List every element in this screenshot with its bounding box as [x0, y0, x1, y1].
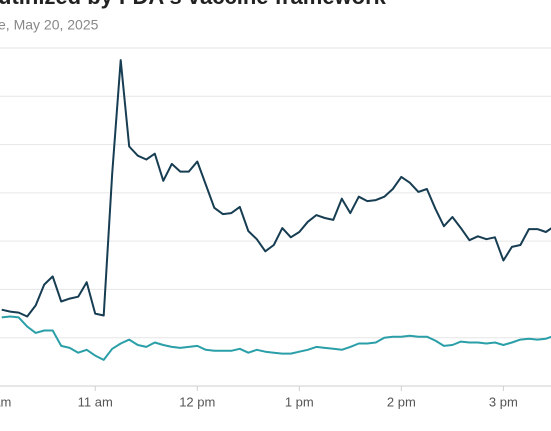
- chart-subtitle: e, May 20, 2025: [0, 17, 99, 33]
- grid: 10 am 11 am 12 pm 1 pm 2 pm 3 pm: [0, 47, 551, 409]
- plot: [1, 59, 551, 361]
- series-line: [1, 59, 551, 318]
- chart-title: utinized by FDA's vaccine framework: [0, 0, 387, 9]
- series-line: [1, 315, 551, 361]
- x-tick-label: 1 pm: [285, 394, 314, 409]
- x-tick-label: 10 am: [0, 394, 11, 409]
- x-tick-label: 12 pm: [179, 394, 215, 409]
- x-tick-label: 3 pm: [489, 394, 518, 409]
- x-tick-label: 11 am: [78, 394, 113, 409]
- x-tick-label: 2 pm: [387, 394, 416, 409]
